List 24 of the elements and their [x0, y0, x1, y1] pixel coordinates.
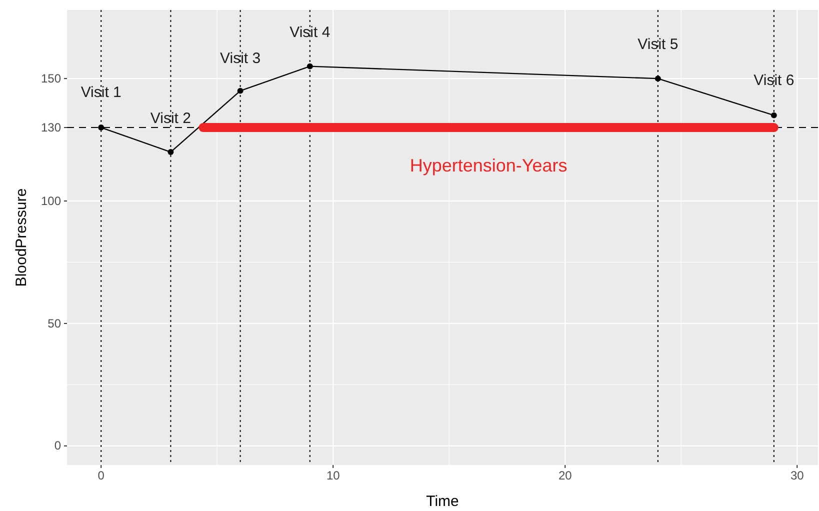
y-tick-label: 100 — [40, 194, 62, 208]
annotation: Hypertension-Years — [410, 155, 568, 176]
annotation: Visit 5 — [638, 36, 678, 53]
y-tick-label: 50 — [48, 316, 62, 330]
y-tick-label: 0 — [54, 438, 62, 453]
point — [654, 76, 661, 82]
point — [168, 149, 174, 156]
x-tick-label: 30 — [790, 468, 804, 483]
x-tick-label: 0 — [98, 468, 105, 483]
annotation: Visit 4 — [290, 24, 330, 41]
point — [237, 88, 244, 94]
point — [770, 112, 777, 118]
point — [306, 63, 313, 70]
y-tick-label: 130 — [40, 120, 62, 134]
annotation: Visit 6 — [754, 72, 794, 89]
x-tick-label: 20 — [558, 468, 572, 483]
y-axis-title: BloodPressure — [13, 188, 30, 287]
x-axis-title: Time — [426, 493, 459, 510]
annotation: Visit 2 — [150, 110, 191, 127]
annotation: Visit 3 — [220, 50, 261, 67]
annotation: Visit 1 — [80, 84, 122, 102]
point — [98, 124, 104, 131]
y-tick-label: 150 — [40, 71, 62, 86]
x-tick-label: 10 — [326, 468, 340, 483]
